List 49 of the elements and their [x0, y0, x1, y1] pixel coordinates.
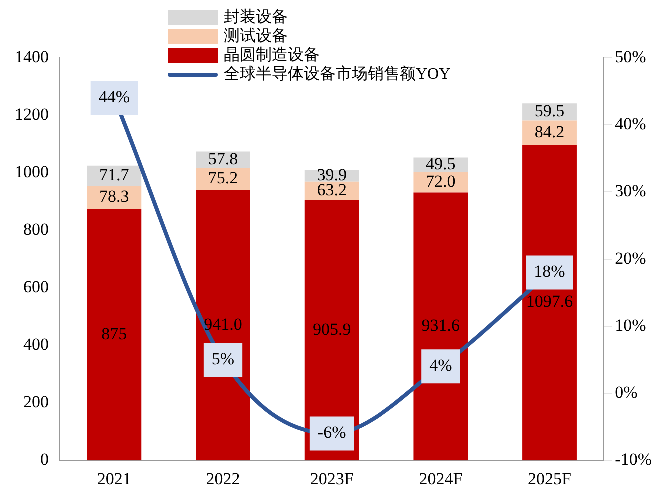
- data-label: 75.2: [208, 168, 238, 188]
- y-tick-label: 400: [24, 335, 49, 354]
- y2-tick-label: 50%: [615, 47, 646, 66]
- data-label: 1097.6: [526, 292, 574, 312]
- y-tick-label: 600: [24, 278, 49, 297]
- legend-label: 封装设备: [224, 8, 288, 27]
- y-tick-label: 0: [40, 450, 49, 470]
- legend-label: 全球半导体设备市场销售额YOY: [224, 65, 451, 84]
- bar: [87, 166, 142, 186]
- x-tick-label: 2025F: [528, 469, 572, 488]
- y-tick-label: 1400: [15, 47, 49, 66]
- data-label: 905.9: [312, 320, 352, 339]
- legend-label: 晶圆制造设备: [224, 46, 320, 65]
- data-label: 72.0: [426, 172, 456, 191]
- bar: [522, 120, 577, 145]
- bar: [196, 190, 250, 461]
- y-tick-label: 800: [24, 220, 49, 240]
- data-label: -6%: [318, 423, 346, 442]
- data-label: 5%: [212, 349, 235, 368]
- data-label: 78.3: [100, 187, 130, 206]
- y2-tick-label: 20%: [615, 248, 646, 268]
- data-label: 49.5: [426, 154, 456, 174]
- y-tick-label: 1200: [15, 104, 49, 124]
- data-label: 57.8: [208, 150, 238, 169]
- data-label: 44%: [98, 88, 130, 107]
- bar: [196, 168, 250, 190]
- data-label: 4%: [430, 356, 452, 376]
- bar: [522, 144, 577, 461]
- y-tick-label: 1000: [15, 162, 49, 182]
- y-tick-label: 200: [24, 392, 49, 412]
- data-label: 941.0: [204, 314, 242, 334]
- bar: [87, 208, 142, 461]
- legend-label: 测试设备: [224, 27, 288, 46]
- x-tick-label: 2022: [206, 469, 240, 488]
- y2-tick-label: -10%: [615, 450, 652, 470]
- x-tick-label: 2024F: [419, 469, 463, 488]
- data-label: 875: [102, 324, 128, 344]
- y2-tick-label: 10%: [615, 316, 646, 335]
- x-tick-label: 2021: [97, 469, 132, 488]
- data-label: 84.2: [534, 122, 565, 142]
- y2-tick-label: 40%: [615, 114, 646, 134]
- data-label: 18%: [534, 262, 566, 282]
- data-label: 59.5: [534, 102, 565, 121]
- data-label: 931.6: [422, 316, 460, 336]
- y2-tick-label: 30%: [615, 182, 646, 201]
- y2-tick-label: 0%: [615, 382, 638, 402]
- data-label: 71.7: [100, 166, 130, 185]
- x-tick-label: 2023F: [310, 469, 354, 488]
- bar: [414, 192, 468, 461]
